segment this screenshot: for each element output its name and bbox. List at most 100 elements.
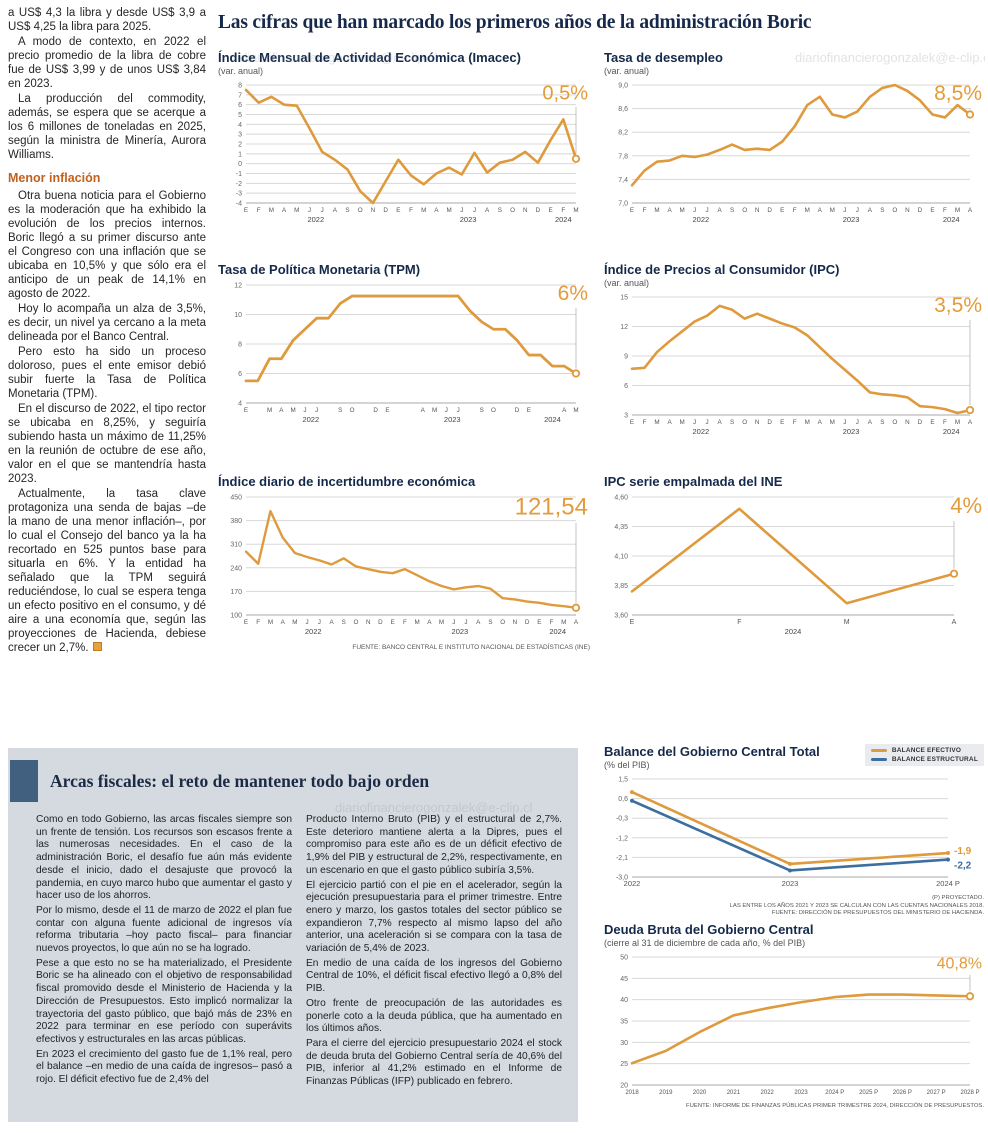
svg-text:J: J (706, 207, 709, 214)
svg-text:2018: 2018 (625, 1090, 639, 1096)
legend-swatch-efectivo-icon (870, 749, 887, 752)
svg-text:S: S (342, 619, 346, 626)
chart-title: Tasa de Política Monetaria (TPM) (218, 262, 421, 277)
svg-text:5: 5 (238, 112, 242, 119)
svg-text:S: S (498, 207, 502, 214)
svg-text:D: D (536, 207, 541, 214)
ipc-empalmada-line-chart: 4,60 4,35 4,10 3,85 3,60 E F M A 2024 4% (604, 491, 984, 639)
svg-text:M: M (805, 419, 810, 426)
svg-text:J: J (843, 207, 846, 214)
article-subhead: Menor inflación (8, 171, 101, 185)
svg-text:7,4: 7,4 (618, 177, 628, 184)
svg-text:3,5%: 3,5% (934, 294, 982, 317)
svg-text:4: 4 (238, 122, 242, 129)
fiscal-paragraph: El ejercicio partió con el pie en el ace… (306, 879, 562, 955)
svg-text:6: 6 (238, 371, 242, 378)
fiscal-col-2: Producto Interno Bruto (PIB) y el estruc… (306, 814, 562, 1091)
svg-text:A: A (868, 207, 873, 214)
chart-subtitle: (cierre al 31 de diciembre de cada año, … (604, 938, 806, 948)
article-end-icon (92, 642, 102, 651)
svg-text:F: F (793, 207, 797, 214)
chart-title: Índice Mensual de Actividad Económica (I… (218, 50, 521, 65)
svg-text:F: F (256, 619, 260, 626)
legend-label: BALANCE ESTRUCTURAL (891, 756, 978, 763)
svg-text:A: A (434, 207, 439, 214)
svg-text:M: M (805, 207, 810, 214)
svg-text:A: A (562, 407, 567, 414)
svg-text:A: A (818, 419, 823, 426)
svg-text:2023: 2023 (452, 627, 469, 636)
svg-text:2027 P: 2027 P (927, 1090, 946, 1096)
svg-text:45: 45 (620, 976, 628, 983)
svg-text:E: E (244, 207, 248, 214)
svg-text:2020: 2020 (693, 1090, 707, 1096)
svg-text:M: M (421, 207, 426, 214)
article-paragraph: Otra buena noticia para el Gobierno es l… (8, 190, 206, 300)
svg-text:J: J (457, 407, 460, 414)
svg-text:0: 0 (238, 161, 242, 168)
svg-text:4,60: 4,60 (614, 495, 628, 502)
svg-text:D: D (767, 207, 772, 214)
svg-text:J: J (460, 207, 463, 214)
svg-text:J: J (856, 419, 859, 426)
svg-text:8,5%: 8,5% (934, 82, 982, 105)
fiscal-paragraph: En 2023 el crecimiento del gasto fue de … (36, 1048, 292, 1086)
svg-text:E: E (385, 407, 389, 414)
svg-text:O: O (510, 207, 515, 214)
fiscal-paragraph: Pese a que esto no se ha materializado, … (36, 957, 292, 1045)
svg-text:D: D (383, 207, 388, 214)
svg-text:2021: 2021 (727, 1090, 741, 1096)
legend-swatch-estructural-icon (870, 758, 887, 761)
svg-text:2022: 2022 (624, 879, 641, 888)
chart-card-empalmada: IPC serie empalmada del INE 4,60 4,35 4,10… (604, 474, 984, 639)
svg-text:J: J (306, 619, 309, 626)
article-paragraph-text: Actualmente, la tasa clave protagoniza u… (8, 488, 206, 654)
svg-text:380: 380 (230, 518, 242, 525)
svg-text:2: 2 (238, 142, 242, 149)
svg-text:3,60: 3,60 (614, 613, 628, 620)
chart-subtitle: (var. anual) (218, 66, 264, 76)
svg-text:2022: 2022 (693, 215, 710, 224)
chart-subtitle: (var. anual) (604, 66, 650, 76)
svg-text:8,6: 8,6 (618, 106, 628, 113)
svg-text:-2,1: -2,1 (616, 855, 628, 862)
svg-text:S: S (488, 619, 492, 626)
svg-text:-3,0: -3,0 (616, 875, 628, 882)
svg-text:O: O (742, 419, 747, 426)
svg-text:M: M (292, 619, 297, 626)
svg-text:J: J (315, 407, 318, 414)
article-paragraph: En el discurso de 2022, el tipo rector s… (8, 403, 206, 485)
svg-text:2024: 2024 (943, 215, 960, 224)
svg-text:100: 100 (230, 613, 242, 620)
chart-card-balance: Balance del Gobierno Central Total (% de… (604, 744, 984, 918)
svg-text:4%: 4% (950, 493, 982, 518)
svg-text:15: 15 (620, 295, 628, 302)
chart-card-desempleo: Tasa de desempleo (var. anual) 9,0 8,6 8,2… (604, 50, 984, 227)
legend-item-efectivo: BALANCE EFECTIVO (870, 747, 978, 754)
svg-text:M: M (439, 619, 444, 626)
svg-text:O: O (350, 407, 355, 414)
article-paragraph: A modo de contexto, en 2022 el precio pr… (8, 36, 206, 90)
svg-text:12: 12 (234, 283, 242, 290)
svg-text:A: A (718, 207, 723, 214)
svg-text:7: 7 (238, 92, 242, 99)
svg-text:2023: 2023 (444, 415, 461, 424)
svg-text:D: D (767, 419, 772, 426)
svg-text:4: 4 (238, 401, 242, 408)
svg-text:3: 3 (624, 413, 628, 420)
svg-text:F: F (643, 419, 647, 426)
incertidumbre-line-chart: 450 380 310 240 170 100 E F M A M J J A S O N D E F M A M J J A S O… (218, 491, 590, 639)
svg-text:A: A (667, 419, 672, 426)
svg-text:2024 P: 2024 P (936, 879, 960, 888)
svg-text:2019: 2019 (659, 1090, 673, 1096)
svg-text:2026 P: 2026 P (893, 1090, 912, 1096)
svg-text:2024: 2024 (549, 627, 566, 636)
svg-text:M: M (679, 207, 684, 214)
balance-title-block: Balance del Gobierno Central Total (% de… (604, 744, 820, 771)
svg-text:M: M (654, 207, 659, 214)
svg-text:O: O (491, 407, 496, 414)
svg-text:M: M (561, 619, 566, 626)
footnote: FUENTE: INFORME DE FINANZAS PÚBLICAS PRI… (686, 1103, 984, 1109)
svg-text:M: M (955, 419, 960, 426)
svg-text:S: S (480, 407, 484, 414)
